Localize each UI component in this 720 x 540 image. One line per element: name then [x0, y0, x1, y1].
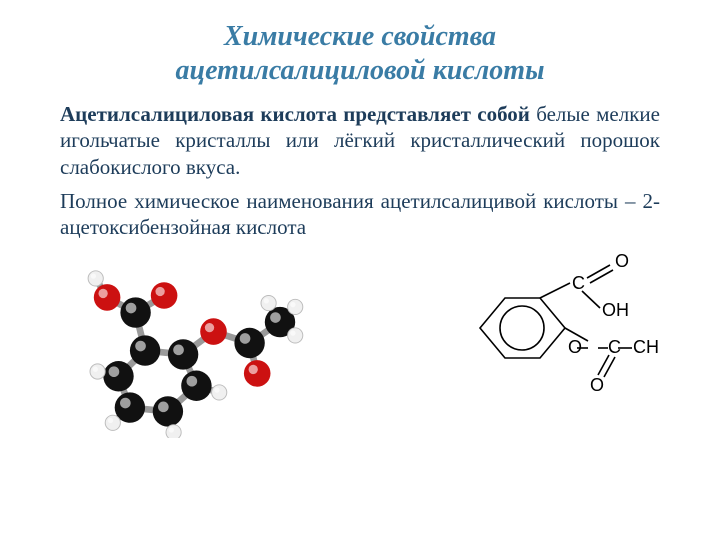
para1-bold: Ацетилсалициловая кислота представляет с…: [60, 102, 530, 126]
molecule-3d: [60, 248, 310, 438]
svg-text:O: O: [568, 337, 582, 357]
svg-text:OH: OH: [602, 300, 629, 320]
title-line1: Химические свойства: [224, 21, 496, 52]
figures-row: O C OH O C CH₃ O: [60, 248, 660, 438]
svg-text:CH₃: CH₃: [633, 337, 660, 357]
slide-title: Химические свойства ацетилсалициловой ки…: [60, 20, 660, 87]
paragraph-1: Ацетилсалициловая кислота представляет с…: [60, 101, 660, 180]
svg-text:O: O: [615, 253, 629, 271]
paragraph-2: Полное химическое наименования ацетилсал…: [60, 188, 660, 241]
svg-text:C: C: [572, 273, 585, 293]
svg-text:C: C: [608, 337, 621, 357]
svg-text:O: O: [590, 375, 604, 395]
molecule-2d: O C OH O C CH₃ O: [450, 253, 660, 433]
title-line2: ацетилсалициловой кислоты: [176, 55, 545, 86]
